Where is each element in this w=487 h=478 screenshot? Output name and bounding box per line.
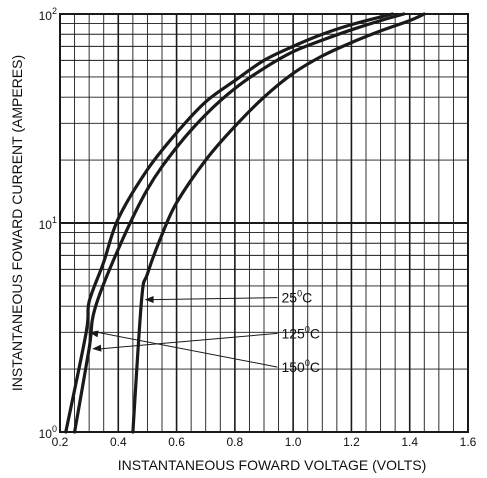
x-tick-label: 0.4 [110, 435, 127, 449]
callout-lines [89, 295, 278, 368]
y-tick-label: 101 [39, 215, 57, 232]
series-curves [64, 12, 426, 434]
x-axis-label: INSTANTANEOUS FOWARD VOLTAGE (VOLTS) [118, 457, 427, 473]
x-tick-label: 0.8 [227, 435, 244, 449]
x-tick-label: 1.4 [401, 435, 418, 449]
x-tick-label: 1.0 [285, 435, 302, 449]
callout-line-0 [152, 297, 278, 301]
grid [59, 13, 469, 433]
series-labels: 250C 1250C 1500C [281, 289, 320, 375]
x-tick-labels: 0.2 0.4 0.6 0.8 1.0 1.2 1.4 1.6 [52, 435, 477, 449]
series-label-2: 1500C [281, 358, 320, 375]
x-tick-label: 1.6 [460, 435, 477, 449]
y-tick-label: 100 [39, 424, 57, 441]
x-tick-label: 0.2 [52, 435, 69, 449]
series-line-0 [131, 12, 426, 434]
series-label-0: 250C [281, 289, 312, 306]
series-label-1: 1250C [281, 324, 320, 341]
y-tick-label: 102 [39, 6, 57, 23]
callout-arrowhead-1 [92, 344, 102, 352]
plot-frame [59, 13, 469, 433]
y-axis-label: INSTANTANEOUS FOWARD CURRENT (AMPERES) [9, 55, 25, 391]
x-tick-label: 1.2 [343, 435, 360, 449]
y-tick-labels: 100 101 102 [39, 6, 57, 441]
series-line-2 [64, 12, 394, 434]
callout-line-2 [97, 331, 278, 368]
x-tick-label: 0.6 [168, 435, 185, 449]
callout-arrowhead-2 [89, 330, 99, 338]
callout-arrowhead-0 [144, 295, 154, 303]
callout-line-1 [100, 332, 278, 350]
series-line-1 [73, 12, 406, 434]
